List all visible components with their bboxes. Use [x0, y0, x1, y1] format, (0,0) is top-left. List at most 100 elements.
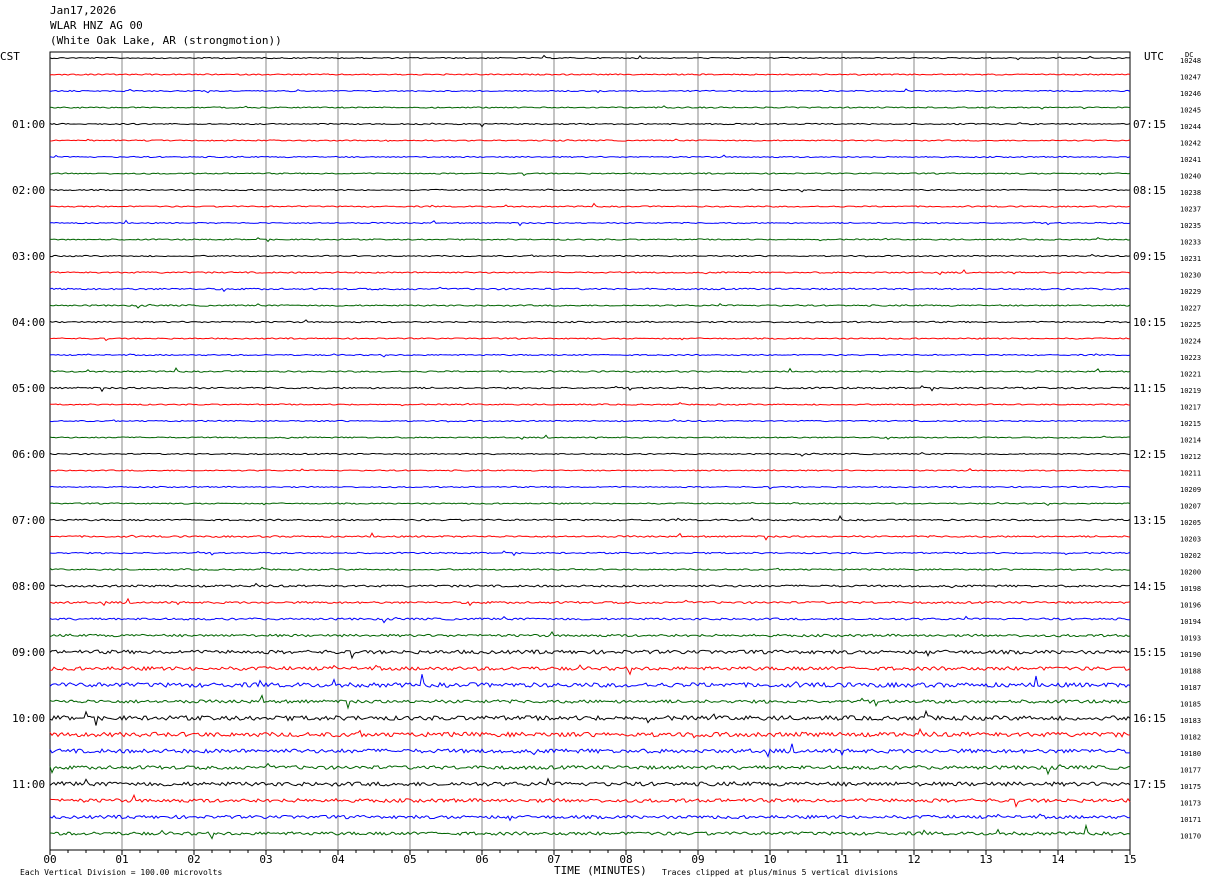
trace-line: [50, 401, 1131, 407]
cst-hour-label: 03:00: [12, 250, 45, 263]
dc-offset-label: 10175: [1180, 783, 1201, 791]
dc-offset-label: 10246: [1180, 90, 1201, 98]
dc-offset-label: 10238: [1180, 189, 1201, 197]
trace-line: [49, 54, 1131, 61]
trace-line: [49, 319, 1131, 324]
trace-line: [49, 286, 1131, 293]
dc-offset-label: 10214: [1180, 437, 1201, 445]
x-tick-label: 05: [403, 853, 416, 866]
x-axis-label: TIME (MINUTES): [554, 864, 647, 877]
cst-hour-label: 09:00: [12, 646, 45, 659]
trace-line: [49, 418, 1131, 423]
dc-offset-label: 10209: [1180, 486, 1201, 494]
trace-line: [49, 566, 1131, 572]
x-tick-label: 01: [115, 853, 128, 866]
dc-offset-label: 10188: [1180, 668, 1201, 676]
x-tick-label: 08: [619, 853, 632, 866]
trace-line: [49, 597, 1131, 607]
dc-offset-label: 10182: [1180, 734, 1201, 742]
utc-hour-label: 07:15: [1133, 118, 1166, 131]
trace-line: [49, 219, 1131, 227]
trace-line: [49, 353, 1131, 358]
x-tick-label: 03: [259, 853, 272, 866]
cst-hour-label: 01:00: [12, 118, 45, 131]
trace-line: [49, 649, 1131, 660]
cst-hour-label: 05:00: [12, 382, 45, 395]
dc-offset-label: 10248: [1180, 57, 1201, 65]
right-axis-label: UTC: [1144, 50, 1164, 63]
dc-offset-label: 10187: [1180, 684, 1201, 692]
dc-offset-label: 10237: [1180, 206, 1201, 214]
dc-offset-label: 10171: [1180, 816, 1201, 824]
trace-line: [49, 172, 1131, 177]
trace-line: [49, 762, 1131, 776]
dc-offset-label: 10200: [1180, 569, 1201, 577]
cst-hour-label: 06:00: [12, 448, 45, 461]
trace-line: [49, 743, 1130, 759]
trace-line: [49, 485, 1131, 490]
trace-line: [49, 694, 1131, 710]
dc-offset-label: 10207: [1180, 503, 1201, 511]
trace-line: [49, 532, 1131, 541]
utc-hour-label: 14:15: [1133, 580, 1166, 593]
utc-hour-label: 15:15: [1133, 646, 1166, 659]
x-tick-label: 02: [187, 853, 200, 866]
header-station: WLAR HNZ AG 00: [50, 19, 143, 32]
x-tick-label: 06: [475, 853, 488, 866]
trace-line: [49, 582, 1131, 589]
dc-offset-label: 10170: [1180, 833, 1201, 841]
x-tick-label: 10: [763, 853, 776, 866]
utc-hour-label: 09:15: [1133, 250, 1166, 263]
trace-line: [49, 138, 1131, 142]
trace-line: [49, 337, 1130, 342]
plot-frame: [49, 51, 1131, 851]
utc-hour-label: 12:15: [1133, 448, 1166, 461]
trace-line: [49, 303, 1131, 309]
trace-line: [49, 367, 1131, 373]
trace-line: [49, 434, 1130, 440]
footer-scale-note: Each Vertical Division = 100.00 microvol…: [20, 868, 222, 877]
dc-offset-label: 10231: [1180, 255, 1201, 263]
utc-hour-label: 13:15: [1133, 514, 1166, 527]
x-tick-label: 13: [979, 853, 992, 866]
trace-line: [49, 615, 1131, 624]
dc-offset-label: 10205: [1180, 519, 1201, 527]
dc-offset-label: 10233: [1180, 239, 1201, 247]
x-tick-label: 09: [691, 853, 704, 866]
trace-line: [49, 73, 1131, 76]
dc-offset-label: 10180: [1180, 750, 1201, 758]
utc-hour-label: 10:15: [1133, 316, 1166, 329]
trace-line: [49, 269, 1131, 276]
dc-offset-label: 10229: [1180, 288, 1201, 296]
cst-hour-label: 04:00: [12, 316, 45, 329]
cst-hour-label: 02:00: [12, 184, 45, 197]
footer-clip-note: Traces clipped at plus/minus 5 vertical …: [662, 868, 898, 877]
utc-hour-label: 08:15: [1133, 184, 1166, 197]
cst-hour-label: 08:00: [12, 580, 45, 593]
x-tick-label: 14: [1051, 853, 1065, 866]
cst-hour-label: 07:00: [12, 514, 45, 527]
dc-offset-label: 10193: [1180, 635, 1201, 643]
x-tick-label: 00: [43, 853, 56, 866]
dc-offset-label: 10185: [1180, 701, 1201, 709]
trace-line: [49, 452, 1131, 457]
x-tick-label: 12: [907, 853, 920, 866]
dc-offset-label: 10245: [1180, 107, 1201, 115]
dc-offset-label: 10177: [1180, 767, 1201, 775]
dc-offset-label: 10198: [1180, 585, 1201, 593]
dc-offset-label: 10235: [1180, 222, 1201, 230]
x-tick-label: 11: [835, 853, 848, 866]
utc-hour-label: 17:15: [1133, 778, 1166, 791]
dc-offset-label: 10240: [1180, 173, 1201, 181]
trace-line: [49, 727, 1131, 739]
left-axis-label: CST: [0, 50, 20, 63]
trace-line: [49, 122, 1131, 128]
header-location: (White Oak Lake, AR (strongmotion)): [50, 34, 282, 47]
dc-offset-label: 10202: [1180, 552, 1201, 560]
trace-line: [49, 674, 1131, 689]
trace-line: [49, 813, 1131, 822]
trace-line: [49, 385, 1131, 393]
dc-offset-label: 10242: [1180, 140, 1201, 148]
trace-line: [49, 550, 1131, 557]
